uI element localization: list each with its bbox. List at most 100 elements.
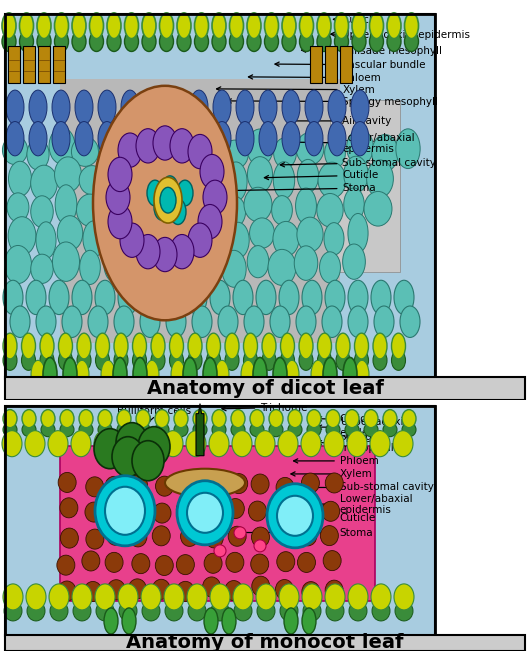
Ellipse shape — [273, 138, 296, 168]
Ellipse shape — [297, 553, 315, 572]
Ellipse shape — [225, 162, 247, 201]
Ellipse shape — [244, 306, 264, 337]
Ellipse shape — [279, 280, 299, 314]
Ellipse shape — [391, 333, 406, 359]
Ellipse shape — [53, 242, 80, 281]
Ellipse shape — [77, 350, 91, 370]
Ellipse shape — [305, 122, 323, 156]
Text: Sub-stomal cavity: Sub-stomal cavity — [299, 482, 434, 492]
Ellipse shape — [3, 333, 17, 359]
Ellipse shape — [43, 357, 57, 392]
Ellipse shape — [335, 13, 348, 38]
Ellipse shape — [181, 527, 199, 546]
Ellipse shape — [244, 350, 258, 370]
Ellipse shape — [170, 234, 194, 269]
Ellipse shape — [107, 13, 121, 38]
Ellipse shape — [130, 475, 148, 495]
Text: Phloem: Phloem — [249, 73, 381, 83]
Ellipse shape — [94, 428, 126, 469]
Ellipse shape — [299, 350, 313, 370]
Ellipse shape — [282, 122, 300, 156]
Ellipse shape — [372, 601, 390, 621]
Ellipse shape — [112, 437, 144, 477]
Ellipse shape — [324, 431, 344, 457]
Ellipse shape — [225, 333, 239, 359]
Ellipse shape — [36, 222, 56, 258]
Ellipse shape — [352, 31, 366, 51]
Ellipse shape — [114, 306, 134, 337]
Ellipse shape — [177, 180, 193, 206]
Ellipse shape — [136, 422, 150, 437]
Ellipse shape — [210, 280, 230, 314]
Ellipse shape — [153, 126, 177, 160]
Ellipse shape — [252, 576, 270, 596]
Ellipse shape — [141, 280, 161, 314]
Ellipse shape — [284, 608, 298, 634]
Ellipse shape — [164, 584, 184, 610]
Ellipse shape — [264, 13, 278, 38]
Ellipse shape — [118, 584, 138, 610]
Ellipse shape — [231, 409, 245, 428]
Ellipse shape — [142, 601, 160, 621]
Ellipse shape — [40, 333, 54, 359]
Ellipse shape — [212, 13, 226, 38]
Ellipse shape — [144, 122, 162, 156]
Ellipse shape — [322, 306, 342, 337]
Ellipse shape — [233, 584, 253, 610]
Ellipse shape — [178, 223, 202, 254]
Ellipse shape — [396, 129, 420, 169]
Ellipse shape — [98, 409, 112, 428]
Ellipse shape — [37, 13, 51, 38]
Ellipse shape — [55, 31, 68, 51]
Ellipse shape — [351, 122, 369, 156]
Ellipse shape — [118, 280, 138, 314]
Ellipse shape — [325, 584, 345, 610]
Ellipse shape — [132, 553, 150, 574]
Ellipse shape — [215, 361, 229, 389]
Ellipse shape — [155, 555, 173, 575]
Ellipse shape — [31, 361, 45, 389]
Ellipse shape — [154, 195, 170, 220]
Ellipse shape — [244, 187, 272, 222]
Ellipse shape — [3, 135, 28, 165]
Ellipse shape — [31, 196, 53, 227]
Ellipse shape — [275, 499, 293, 518]
Ellipse shape — [101, 361, 115, 389]
Ellipse shape — [395, 601, 413, 621]
Ellipse shape — [27, 601, 45, 621]
Ellipse shape — [85, 502, 103, 522]
Ellipse shape — [63, 357, 77, 392]
Ellipse shape — [75, 90, 93, 124]
Ellipse shape — [29, 90, 47, 124]
Ellipse shape — [277, 524, 295, 544]
Ellipse shape — [160, 187, 176, 213]
Ellipse shape — [129, 527, 147, 547]
Ellipse shape — [325, 580, 343, 600]
Ellipse shape — [76, 194, 104, 227]
Text: Xylem: Xylem — [291, 469, 373, 479]
Ellipse shape — [188, 601, 206, 621]
Ellipse shape — [2, 431, 22, 457]
Ellipse shape — [348, 214, 368, 253]
Ellipse shape — [183, 357, 197, 392]
Ellipse shape — [75, 361, 89, 389]
Ellipse shape — [142, 13, 156, 38]
Ellipse shape — [57, 215, 83, 251]
FancyArrow shape — [196, 404, 204, 456]
Ellipse shape — [31, 165, 57, 201]
Ellipse shape — [273, 161, 295, 199]
Ellipse shape — [121, 122, 139, 156]
Ellipse shape — [82, 551, 100, 571]
Ellipse shape — [163, 431, 183, 457]
Ellipse shape — [152, 217, 179, 249]
Ellipse shape — [351, 90, 369, 124]
Ellipse shape — [324, 223, 344, 255]
Ellipse shape — [348, 306, 368, 337]
Text: Xylem: Xylem — [217, 85, 375, 94]
Ellipse shape — [326, 601, 344, 621]
Ellipse shape — [108, 158, 132, 191]
Ellipse shape — [207, 350, 220, 370]
Ellipse shape — [170, 199, 186, 225]
Ellipse shape — [193, 409, 207, 428]
Ellipse shape — [278, 431, 298, 457]
